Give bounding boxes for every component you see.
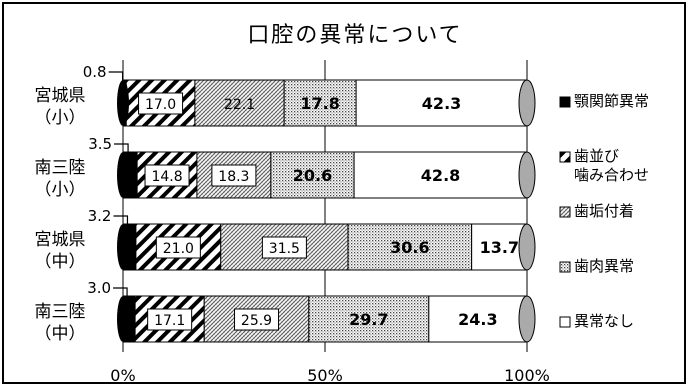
bar-segment: [471, 223, 528, 271]
legend-label: 噛み合わせ: [574, 166, 649, 184]
legend-label: 歯並び: [574, 147, 619, 165]
leader-line: [113, 215, 129, 226]
bar-end-cap: [518, 79, 536, 127]
leader-line: [114, 143, 129, 154]
data-label: 42.3: [422, 94, 461, 113]
data-label: 17.8: [300, 94, 339, 113]
data-label: 22.1: [224, 97, 255, 113]
data-label: 30.6: [390, 238, 429, 257]
category-label: 宮城県: [35, 86, 86, 106]
bar-segment: [308, 295, 430, 343]
data-label-box: [211, 164, 257, 187]
bar-end-cap: [518, 295, 536, 343]
x-tick-label: 0%: [110, 366, 135, 385]
data-label-box: [147, 308, 193, 331]
bar-start-cap: [117, 152, 129, 198]
category-label: （小）: [35, 180, 86, 200]
chart-title: 口腔の異常について: [247, 23, 462, 48]
bar-end-cap: [518, 223, 536, 271]
bar-segment: [347, 223, 473, 271]
leader-line: [108, 71, 124, 82]
bar-segment: [270, 151, 355, 199]
data-label: 31.5: [269, 241, 300, 257]
data-label-box: [234, 308, 280, 331]
data-label: 42.8: [421, 166, 460, 185]
x-tick-label: 50%: [307, 366, 343, 385]
bar-end-caps: [117, 79, 536, 343]
data-label-small: 3.0: [87, 279, 111, 297]
bar-start-cap: [117, 224, 129, 270]
data-label-box: [261, 236, 307, 259]
leader-line: [113, 287, 128, 298]
data-label: 25.9: [241, 313, 272, 329]
bar-start-cap: [117, 296, 129, 342]
data-labels: 17.0 22.1 17.8 42.3 0.8 14.8 18.3 20.6 42.8 3.5 21…: [83, 63, 519, 331]
data-label: 17.1: [154, 313, 185, 329]
bar-segment: [283, 79, 357, 127]
legend-swatch: [559, 151, 571, 163]
legend-label: 異常なし: [574, 312, 634, 330]
legend-swatch: [559, 261, 571, 273]
legend-label: 歯垢付着: [574, 202, 634, 220]
data-label: 29.7: [349, 310, 388, 329]
x-axis-tick-labels: 0% 50% 100%: [110, 366, 550, 385]
category-label: 南三陸: [35, 302, 86, 322]
category-label: （中）: [35, 324, 86, 344]
legend-swatch: [559, 206, 571, 218]
legend-label: 顎関節異常: [574, 92, 649, 110]
category-label: 南三陸: [35, 158, 86, 178]
data-label-small: 3.2: [88, 207, 112, 225]
data-label: 18.3: [218, 169, 249, 185]
bar-segments: [122, 79, 528, 343]
category-label: （小）: [35, 108, 86, 128]
x-tick-label: 100%: [504, 366, 550, 385]
bar-segment: [194, 79, 285, 127]
legend-label: 歯肉異常: [574, 257, 634, 275]
data-label: 24.3: [458, 310, 497, 329]
data-label-box: [144, 164, 190, 187]
category-label: 宮城県: [35, 230, 86, 250]
bar-end-cap: [518, 151, 536, 199]
data-label-small: 0.8: [83, 63, 107, 81]
data-label: 17.0: [145, 97, 176, 113]
legend-swatch: [559, 316, 571, 328]
data-label: 21.0: [163, 241, 194, 257]
legend-swatch: [559, 96, 571, 108]
data-label: 20.6: [293, 166, 332, 185]
category-label: （中）: [35, 252, 86, 272]
data-label: 14.8: [151, 169, 182, 185]
bar-segment: [355, 79, 528, 127]
category-labels: 宮城県（小）南三陸（小）宮城県（中）南三陸（中）: [35, 86, 86, 344]
data-label: 13.7: [480, 238, 519, 257]
data-label-box: [155, 236, 201, 259]
bar-start-cap: [117, 80, 129, 126]
bar-segment: [428, 295, 528, 343]
data-label-box: [138, 92, 184, 115]
data-label-small: 3.5: [88, 135, 112, 153]
